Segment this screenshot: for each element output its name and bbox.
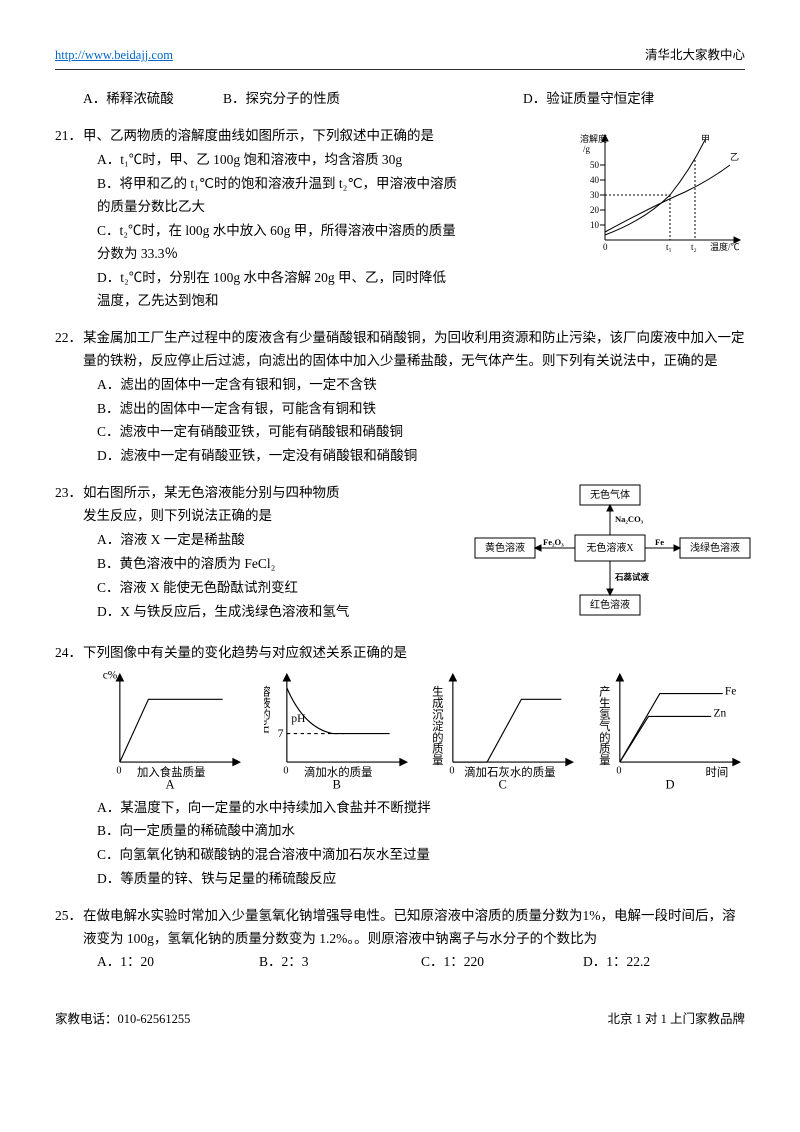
svg-text:/g: /g — [583, 144, 591, 154]
svg-text:生成沉淀的质量: 生成沉淀的质量 — [431, 684, 444, 765]
svg-text:乙: 乙 — [730, 152, 739, 162]
svg-text:溶解度: 溶解度 — [580, 133, 607, 144]
opt-a: A．1：20 — [97, 951, 259, 974]
question-23: 无色溶液X 无色气体 黄色溶液 浅绿色溶液 红色溶液 Na₂CO₃ Fe₂O₃ … — [55, 482, 745, 624]
svg-text:0: 0 — [449, 765, 454, 776]
svg-text:A: A — [166, 777, 175, 790]
opt-c: C．溶液 X 能使无色酚酞试剂变红 — [97, 577, 427, 600]
svg-text:黄色溶液: 黄色溶液 — [485, 541, 525, 554]
opt-a: A．稀释浓硫酸 — [83, 88, 223, 111]
q-num: 21． — [55, 125, 83, 148]
q-num: 25． — [55, 905, 83, 928]
svg-text:时间: 时间 — [705, 766, 728, 779]
q-stem: 在做电解水实验时常加入少量氢氧化钠增强导电性。已知原溶液中溶质的质量分数为1%，… — [83, 905, 745, 951]
opt-a: A．滤出的固体中一定含有银和铜，一定不含铁 — [97, 374, 745, 397]
svg-text:50: 50 — [590, 160, 600, 170]
svg-text:t₂: t₂ — [691, 242, 697, 252]
opt-c: C．滤液中一定有硝酸亚铁，可能有硝酸银和硝酸铜 — [97, 421, 745, 444]
question-21: 溶解度/g 1020 3040 50 0 t₁t₂ 温度/℃ 甲乙 21． 甲、… — [55, 125, 745, 313]
chart-a: c% 加入食盐质量 A 0 — [97, 665, 246, 791]
opt-d: D．1：22.2 — [583, 951, 745, 974]
opt-b: B．黄色溶液中的溶质为 FeCl₂ — [97, 553, 427, 576]
opt-a: A．溶液 X 一定是稀盐酸 — [97, 529, 427, 552]
svg-text:Fe₂O₃: Fe₂O₃ — [543, 537, 564, 547]
svg-text:甲: 甲 — [701, 134, 710, 144]
q-num: 24． — [55, 642, 83, 665]
question-25: 25． 在做电解水实验时常加入少量氢氧化钠增强导电性。已知原溶液中溶质的质量分数… — [55, 905, 745, 974]
page-header: http://www.beidajj.com 清华北大家教中心 — [55, 45, 745, 70]
svg-text:红色溶液: 红色溶液 — [590, 598, 630, 611]
svg-text:7: 7 — [277, 728, 283, 740]
q-num: 23． — [55, 482, 83, 505]
question-24: 24． 下列图像中有关量的变化趋势与对应叙述关系正确的是 c% 加入食盐质量 A… — [55, 642, 745, 891]
header-right: 清华北大家教中心 — [645, 45, 745, 66]
opt-d: D．X 与铁反应后，生成浅绿色溶液和氢气 — [97, 601, 427, 624]
svg-text:浅绿色溶液: 浅绿色溶液 — [690, 541, 740, 554]
opt-d: D．验证质量守恒定律 — [523, 88, 654, 111]
chart-c: 生成沉淀的质量 滴加石灰水的质量 C 0 — [430, 665, 579, 791]
svg-text:石蕊试液: 石蕊试液 — [614, 572, 650, 582]
opt-d: D．滤液中一定有硝酸亚铁，一定没有硝酸银和硝酸铜 — [97, 445, 745, 468]
svg-text:产生氢气的质量: 产生氢气的质量 — [597, 684, 610, 765]
q-num: 22． — [55, 327, 83, 350]
svg-text:B: B — [332, 777, 340, 790]
page-footer: 家教电话：010-62561255 北京 1 对 1 上门家教品牌 — [55, 1009, 745, 1030]
opt-b: B．探究分子的性质 — [223, 88, 523, 111]
svg-text:0: 0 — [283, 765, 288, 776]
svg-text:30: 30 — [590, 190, 600, 200]
opt-a: A．t₁℃时，甲、乙 100g 饱和溶液中，均含溶质 30g — [97, 149, 457, 172]
top-options: A．稀释浓硫酸 B．探究分子的性质 D．验证质量守恒定律 — [55, 88, 745, 111]
svg-text:40: 40 — [590, 175, 600, 185]
svg-text:Fe: Fe — [655, 537, 664, 547]
chart-row: c% 加入食盐质量 A 0 溶液的pH pH 7 滴加水的质量 B 0 生成沉淀… — [97, 665, 745, 791]
svg-text:无色溶液X: 无色溶液X — [586, 541, 634, 554]
svg-text:滴加石灰水的质量: 滴加石灰水的质量 — [464, 765, 555, 779]
footer-right: 北京 1 对 1 上门家教品牌 — [607, 1009, 745, 1030]
svg-text:c%: c% — [103, 670, 118, 682]
svg-text:Zn: Zn — [713, 707, 726, 719]
svg-text:温度/℃: 温度/℃ — [710, 241, 740, 252]
svg-text:0: 0 — [116, 765, 121, 776]
svg-text:pH: pH — [291, 713, 305, 725]
svg-text:无色气体: 无色气体 — [590, 488, 630, 501]
svg-text:Na₂CO₃: Na₂CO₃ — [615, 514, 644, 524]
opt-b: B．滤出的固体中一定含有银，可能含有铜和铁 — [97, 398, 745, 421]
svg-text:t₁: t₁ — [666, 242, 672, 252]
question-22: 22． 某金属加工厂生产过程中的废液含有少量硝酸银和硝酸铜，为回收利用资源和防止… — [55, 327, 745, 469]
opt-c: C．向氢氧化钠和碳酸钠的混合溶液中滴加石灰水至过量 — [97, 844, 745, 867]
opt-c: C．1：220 — [421, 951, 583, 974]
footer-left: 家教电话：010-62561255 — [55, 1009, 190, 1030]
svg-text:溶液的pH: 溶液的pH — [264, 684, 271, 733]
svg-text:0: 0 — [603, 242, 608, 252]
reaction-diagram: 无色溶液X 无色气体 黄色溶液 浅绿色溶液 红色溶液 Na₂CO₃ Fe₂O₃ … — [455, 477, 755, 627]
chart-d: 产生氢气的质量 Fe Zn 时间 D 0 — [597, 665, 746, 791]
q-stem: 某金属加工厂生产过程中的废液含有少量硝酸银和硝酸铜，为回收利用资源和防止污染，该… — [83, 327, 745, 373]
svg-text:10: 10 — [590, 220, 600, 230]
q-stem: 下列图像中有关量的变化趋势与对应叙述关系正确的是 — [83, 642, 745, 665]
svg-text:D: D — [665, 777, 674, 790]
opt-b: B．2：3 — [259, 951, 421, 974]
svg-text:20: 20 — [590, 205, 600, 215]
opt-b: B．向一定质量的稀硫酸中滴加水 — [97, 820, 745, 843]
opt-a: A．某温度下，向一定量的水中持续加入食盐并不断搅拌 — [97, 797, 745, 820]
opt-b: B．将甲和乙的 t₁℃时的饱和溶液升温到 t₂℃，甲溶液中溶质的质量分数比乙大 — [97, 173, 457, 219]
svg-text:Fe: Fe — [724, 686, 735, 698]
header-url[interactable]: http://www.beidajj.com — [55, 45, 173, 66]
opt-d: D．t₂℃时，分别在 100g 水中各溶解 20g 甲、乙，同时降低温度，乙先达… — [97, 267, 457, 313]
svg-text:0: 0 — [616, 765, 621, 776]
opt-d: D．等质量的锌、铁与足量的稀硫酸反应 — [97, 868, 745, 891]
svg-text:C: C — [499, 777, 507, 790]
chart-b: 溶液的pH pH 7 滴加水的质量 B 0 — [264, 665, 413, 791]
solubility-chart: 溶解度/g 10 20 30 40 50 0 t₁ t₂ 温度/℃ 甲乙 — [575, 130, 745, 260]
opt-c: C．t₂℃时，在 l00g 水中放入 60g 甲，所得溶液中溶质的质量分数为 3… — [97, 220, 457, 266]
